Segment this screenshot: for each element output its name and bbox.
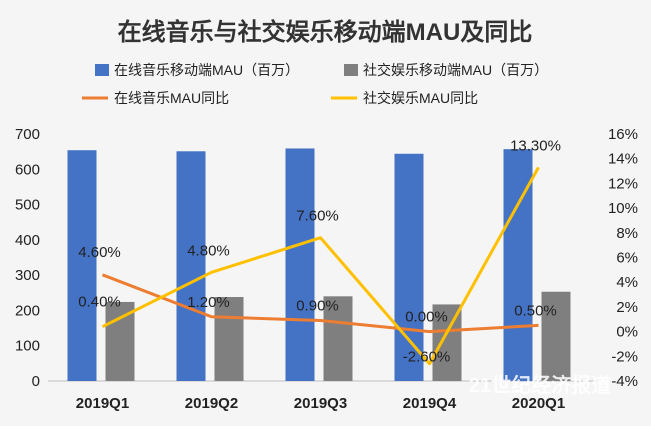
- line-social-yoy: [101, 166, 540, 366]
- lines: [101, 166, 540, 366]
- category-label: 2019Q3: [294, 395, 347, 412]
- label-social-yoy: 0.40%: [78, 294, 121, 311]
- label-music-yoy: 0.00%: [405, 309, 448, 326]
- bar-social-mau: [323, 296, 353, 381]
- left-tick-label: 200: [15, 302, 40, 319]
- left-tick-label: 600: [15, 161, 40, 178]
- right-tick-label: 6%: [616, 250, 638, 267]
- left-tick-label: 700: [15, 126, 40, 143]
- left-tick-label: 0: [32, 373, 40, 390]
- category-labels: 2019Q1 2019Q2 2019Q3 2019Q4 2020Q1: [76, 395, 565, 412]
- category-label: 2020Q1: [512, 395, 565, 412]
- left-axis: 0 100 200 300 400 500 600 700: [15, 126, 40, 390]
- right-tick-label: 8%: [616, 225, 638, 242]
- watermark: 21世纪经济报道: [469, 373, 611, 397]
- legend-label-music-mau: 在线音乐移动端MAU（百万）: [114, 62, 299, 78]
- right-tick-label: 10%: [608, 200, 638, 217]
- label-music-yoy: 0.90%: [296, 297, 339, 314]
- bar-social-mau: [105, 301, 135, 381]
- bar-music-mau: [176, 151, 206, 381]
- legend-swatch-music-mau: [95, 64, 109, 76]
- bar-social-mau: [214, 297, 244, 381]
- right-tick-label: 2%: [616, 299, 638, 316]
- data-labels: 4.60% 1.20% 0.90% 0.00% 0.50% 0.40% 4.80% 7.60%…: [78, 137, 561, 365]
- legend-swatch-social-mau: [344, 64, 358, 76]
- right-tick-label: 12%: [608, 175, 638, 192]
- bar-music-mau: [67, 150, 97, 381]
- legend-label-music-yoy: 在线音乐MAU同比: [114, 90, 229, 106]
- category-label: 2019Q2: [185, 395, 238, 412]
- label-social-yoy: 7.60%: [296, 208, 339, 225]
- right-axis: -4% -2% 0% 2% 4% 6% 8% 10% 12% 14% 16%: [608, 126, 638, 390]
- bar-music-mau: [285, 148, 315, 381]
- legend: 在线音乐移动端MAU（百万） 社交娱乐移动端MAU（百万） 在线音乐MAU同比 …: [82, 62, 548, 106]
- category-label: 2019Q4: [403, 395, 457, 412]
- left-tick-label: 300: [15, 267, 40, 284]
- right-tick-label: -4%: [611, 373, 638, 390]
- left-tick-label: 100: [15, 338, 40, 355]
- label-music-yoy: 0.50%: [514, 302, 557, 319]
- right-tick-label: 16%: [608, 126, 638, 143]
- bar-social-mau: [541, 291, 571, 381]
- label-social-yoy: 4.80%: [187, 242, 230, 259]
- label-social-yoy: 13.30%: [510, 137, 561, 154]
- legend-label-social-yoy: 社交娱乐MAU同比: [363, 90, 478, 106]
- bars: [67, 148, 571, 381]
- right-tick-label: -2%: [611, 348, 638, 365]
- right-tick-label: 14%: [608, 151, 638, 168]
- line-music-yoy: [101, 273, 539, 334]
- right-tick-label: 0%: [616, 324, 638, 341]
- right-tick-label: 4%: [616, 274, 638, 291]
- label-music-yoy: 4.60%: [78, 244, 121, 261]
- category-label: 2019Q1: [76, 395, 129, 412]
- chart-title: 在线音乐与社交娱乐移动端MAU及同比: [118, 18, 533, 46]
- legend-label-social-mau: 社交娱乐移动端MAU（百万）: [363, 62, 548, 78]
- left-tick-label: 400: [15, 232, 40, 249]
- label-music-yoy: 1.20%: [187, 294, 230, 311]
- left-tick-label: 500: [15, 197, 40, 214]
- bar-music-mau: [394, 153, 424, 381]
- label-social-yoy: -2.60%: [403, 349, 451, 366]
